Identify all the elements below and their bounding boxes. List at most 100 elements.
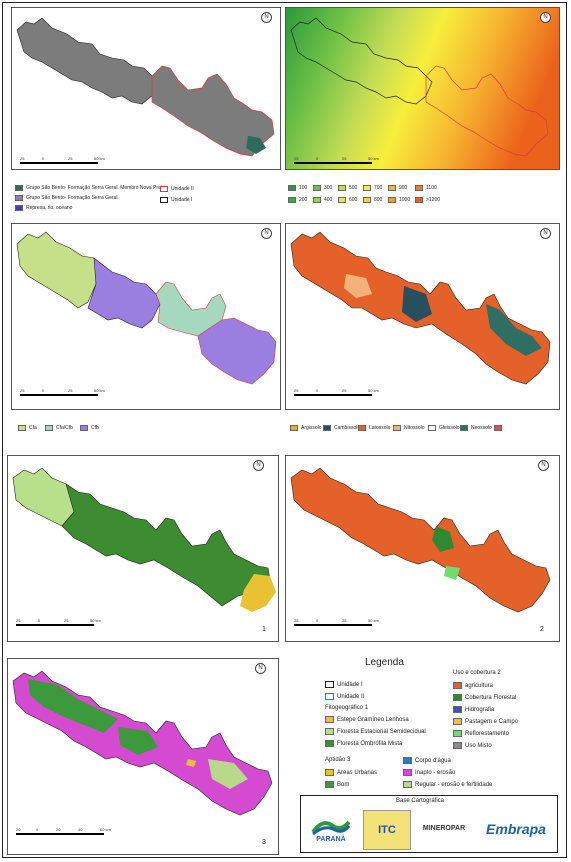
soils-map xyxy=(290,231,551,385)
cfa-cfb-zone xyxy=(155,281,227,337)
legend-fito-1: Floresta Estacional Semidecidual xyxy=(325,728,426,735)
unit-two-region xyxy=(151,65,275,157)
legend-uso-4: Reflorestamento xyxy=(453,730,509,737)
climate-map xyxy=(16,231,277,385)
estacional-zone xyxy=(12,467,79,527)
main-legend: Legenda Unidade I Unidade II Fitogeográf… xyxy=(285,655,565,855)
landuse-map xyxy=(290,467,551,613)
legend-apt-right-0: Corpo d'água xyxy=(403,757,451,764)
scale-bar: 25 0 25 50 km xyxy=(16,618,116,628)
legend-soil-5: Neossolo xyxy=(460,425,492,431)
legend-elev-0: 100 xyxy=(288,185,307,191)
legend-swatch xyxy=(15,185,23,191)
base-cartografica-box: Base Cartográfica PARANÁ ITC MINEROPAR E… xyxy=(300,795,558,853)
legend-soil-1: Cambissolo xyxy=(323,425,360,431)
north-arrow: N xyxy=(540,228,551,239)
legend-apt-title: Aptidão 3 xyxy=(325,757,351,763)
legend-soil-4: Gleissolo xyxy=(428,425,460,431)
legend-uso-3: Pastagem e Campo xyxy=(453,718,518,725)
legend-uso-title: Uso e cobertura 2 xyxy=(453,670,501,676)
phyto-map xyxy=(12,467,276,612)
legend-elev-11: >1200 xyxy=(415,197,440,203)
legend-unit-one: Unidade I xyxy=(160,197,192,203)
legend-apt-left-0: Areas Urbanas xyxy=(325,769,377,776)
bom-zone xyxy=(28,679,118,733)
legend-elev-8: 900 xyxy=(388,185,407,191)
north-arrow: N xyxy=(538,460,549,471)
legend-swatch xyxy=(15,195,23,201)
geology-map xyxy=(16,17,275,157)
legend-apt-right-1: Inapto - erosão xyxy=(403,769,455,776)
legend-geology-1: Grupo São Bento- Formação Serra Geral. xyxy=(15,195,119,201)
aptitude-map-panel: N 20 0 20 40 60 km 3 xyxy=(7,658,279,855)
legend-elev-6: 700 xyxy=(363,185,382,191)
legend-elev-1: 200 xyxy=(288,197,307,203)
estepe-zone xyxy=(240,574,276,612)
scale-bar: 25 0 25 50 km xyxy=(20,156,120,166)
legend-unidade-i: Unidade I xyxy=(325,681,363,688)
mineropar-logo: MINEROPAR xyxy=(422,824,466,832)
cambissolo-patch-1 xyxy=(402,286,432,322)
landuse-map-panel: N 25 0 25 50 km 2 xyxy=(285,455,560,642)
legend-uso-2: Hidrografia xyxy=(453,706,494,713)
floresta-patch xyxy=(432,526,454,552)
legend-geology-2: Represa, rio, oceano xyxy=(15,205,72,211)
legend-swatch xyxy=(160,197,168,203)
base-title: Base Cartográfica xyxy=(396,798,445,804)
legend-elev-3: 400 xyxy=(313,197,332,203)
itc-logo: ITC xyxy=(363,810,411,850)
legend-climate-0: Cfa xyxy=(18,425,37,431)
cfb-zone-2 xyxy=(197,317,277,385)
legend-unidade-ii: Unidade II xyxy=(325,693,364,700)
nova-prata-area xyxy=(246,136,266,154)
legend-elev-2: 300 xyxy=(313,185,332,191)
legend-elev-10: 1100 xyxy=(415,185,437,191)
soils-map-panel: N 25 0 25 50 km xyxy=(285,223,560,410)
elevation-map xyxy=(286,8,559,169)
geology-map-panel: N 25 0 25 50 km xyxy=(11,7,281,170)
nitossolo-patch xyxy=(344,274,372,298)
legend-uso-1: Cobertura Florestal xyxy=(453,694,516,701)
scale-bar: 25 0 25 50 km xyxy=(294,388,394,398)
legend-soil-0: Argissolo xyxy=(290,425,322,431)
north-arrow: N xyxy=(261,228,272,239)
ombrofila-zone xyxy=(61,483,271,607)
legend-fito-title: Fitogeográfico 1 xyxy=(325,705,369,711)
legend-soil-2: Latossolo xyxy=(358,425,390,431)
map-number: 1 xyxy=(262,626,266,633)
map-number: 2 xyxy=(540,626,544,633)
unit-one-outline xyxy=(290,17,433,105)
legend-elev-9: 1000 xyxy=(388,197,410,203)
phyto-map-panel: N 25 0 25 50 km 1 xyxy=(7,455,279,642)
north-arrow: N xyxy=(540,12,551,23)
embrapa-logo: Embrapa xyxy=(486,821,546,837)
legend-climate-1: Cfa/Cfb xyxy=(45,425,73,431)
climate-map-panel: N 25 0 25 50 km xyxy=(11,223,281,410)
unit-two-outline xyxy=(425,65,549,157)
legend-soil-6 xyxy=(494,425,505,431)
scale-bar: 20 0 20 40 60 km xyxy=(16,827,126,837)
legend-soil-3: Nitossolo xyxy=(393,425,425,431)
scale-bar: 25 0 25 50 km xyxy=(20,388,120,398)
legend-fito-0: Estepe Gramíneo Lenhosa xyxy=(325,716,409,723)
agricultura-region xyxy=(290,467,551,613)
legend-apt-right-2: Regular - erosão e fertilidade xyxy=(403,781,492,788)
north-arrow: N xyxy=(255,663,266,674)
reflorestamento-patch xyxy=(444,566,460,580)
legend-elev-7: 800 xyxy=(363,197,382,203)
unit-one-region xyxy=(16,17,159,105)
aptitude-map xyxy=(12,670,273,816)
elevation-map-panel: N 25 0 25 50 km xyxy=(285,7,560,170)
legend-climate-2: Cfb xyxy=(80,425,99,431)
legend-swatch xyxy=(160,186,168,192)
elevation-raster xyxy=(286,8,559,169)
cfb-zone-1 xyxy=(87,257,161,329)
legend-unit-two: Unidade II xyxy=(160,186,194,192)
legend-apt-left-1: Bom xyxy=(325,781,349,788)
legend-geology-0: Grupo São Bento- Formação Serra Geral. M… xyxy=(15,185,166,191)
map-number: 3 xyxy=(262,839,266,846)
legend-elev-4: 500 xyxy=(338,185,357,191)
legend-uso-5: Uso Misto xyxy=(453,742,492,749)
legend-elev-5: 600 xyxy=(338,197,357,203)
